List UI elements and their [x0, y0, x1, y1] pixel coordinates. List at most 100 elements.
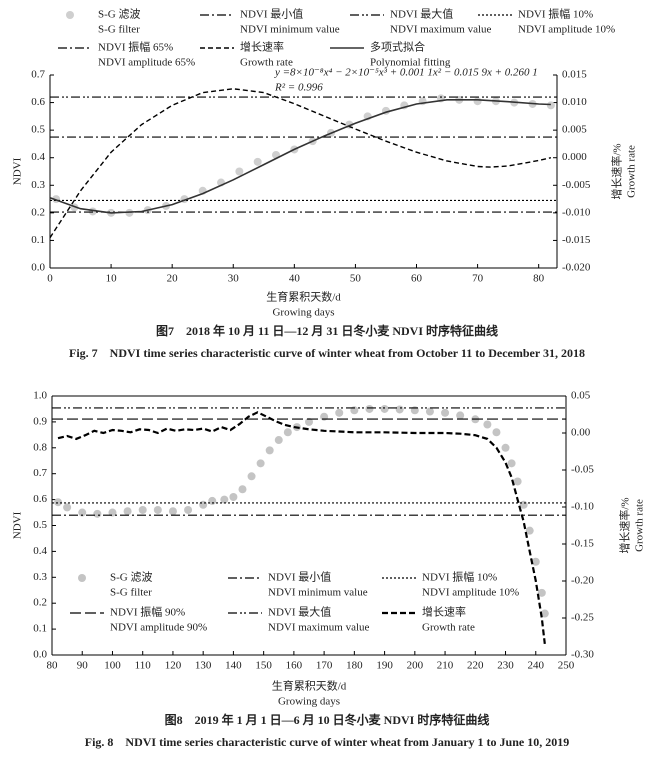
- sg-point: [138, 505, 147, 514]
- y2-tick-label: -0.010: [562, 206, 591, 218]
- legend-label: NDVI 振幅 10%: [518, 7, 593, 21]
- x-tick-label: 110: [135, 660, 152, 672]
- sg-point: [441, 408, 450, 417]
- series-line: [49, 99, 551, 214]
- legend-swatch: [78, 574, 86, 582]
- sg-point: [93, 509, 102, 518]
- y-tick-label: 0.2: [33, 597, 47, 609]
- x-tick-label: 250: [558, 660, 575, 672]
- sg-point: [208, 496, 217, 505]
- legend-swatch: [66, 11, 74, 19]
- y-tick-label: 0.0: [31, 262, 45, 274]
- legend-label-en: NDVI maximum value: [390, 24, 492, 36]
- y2-tick-label: -0.20: [571, 575, 594, 587]
- y2-tick-label: 0.000: [562, 151, 587, 163]
- x-tick-label: 200: [407, 660, 424, 672]
- y-tick-label: 0.3: [33, 571, 47, 583]
- sg-point: [168, 507, 177, 516]
- legend-label: NDVI 振幅 10%: [422, 570, 497, 584]
- y-tick-label: 0.6: [33, 493, 47, 505]
- legend-label: 增长速率: [422, 605, 466, 619]
- annotation: y =8×10⁻⁸x⁴ − 2×10⁻⁵x³ + 0.001 1x² − 0.0…: [274, 67, 538, 79]
- legend-label: 增长速率: [240, 40, 284, 54]
- legend-label-en: S-G filter: [110, 587, 152, 599]
- sg-point: [283, 428, 292, 437]
- sg-point: [483, 420, 492, 429]
- annotation: R² = 0.996: [274, 82, 323, 94]
- y-tick-label: 0.7: [33, 467, 47, 479]
- legend-label-en: S-G filter: [98, 24, 140, 36]
- sg-point: [335, 408, 344, 417]
- y2-tick-label: 0.015: [562, 69, 587, 81]
- sg-point: [54, 498, 63, 507]
- x-tick-label: 180: [346, 660, 363, 672]
- sg-point: [395, 405, 404, 414]
- y-tick-label: 0.2: [31, 206, 45, 218]
- legend-label-en: Polynomial fitting: [370, 57, 451, 69]
- sg-point: [153, 505, 162, 514]
- sg-point: [238, 485, 247, 494]
- y-tick-label: 0.1: [33, 623, 47, 635]
- sg-point: [123, 507, 132, 516]
- y-tick-label: 1.0: [33, 390, 47, 402]
- y2-axis-label-en: Growth rate: [626, 145, 638, 198]
- x-tick-label: 120: [165, 660, 182, 672]
- y-tick-label: 0.5: [33, 519, 47, 531]
- legend-label: NDVI 最小值: [268, 571, 331, 584]
- y-tick-label: 0.6: [31, 96, 45, 108]
- x-tick-label: 40: [289, 273, 301, 285]
- x-tick-label: 10: [106, 273, 118, 285]
- legend-label: NDVI 振幅 65%: [98, 40, 173, 54]
- legend-label-en: Growth rate: [422, 622, 475, 634]
- legend-label-en: NDVI amplitude 10%: [518, 24, 615, 36]
- sg-point: [247, 472, 256, 481]
- legend-label: 多项式拟合: [370, 40, 425, 54]
- y2-tick-label: -0.015: [562, 234, 591, 246]
- x-axis-label-en: Growing days: [278, 696, 340, 708]
- y-tick-label: 0.5: [31, 124, 45, 136]
- legend-label: NDVI 振幅 90%: [110, 605, 185, 619]
- y2-tick-label: 0.00: [571, 427, 591, 439]
- sg-point: [184, 505, 193, 514]
- caption: 图8 2019 年 1 月 1 日—6 月 10 日冬小麦 NDVI 时序特征曲…: [165, 712, 490, 727]
- legend-label-en: NDVI amplitude 65%: [98, 57, 195, 69]
- y-tick-label: 0.7: [31, 69, 45, 81]
- sg-point: [513, 477, 522, 486]
- sg-point: [531, 557, 540, 566]
- sg-point: [265, 446, 274, 455]
- y2-tick-label: -0.30: [571, 649, 594, 661]
- caption-en: Fig. 8 NDVI time series characteristic c…: [85, 735, 569, 749]
- x-tick-label: 20: [167, 273, 179, 285]
- y2-axis-label: 增长速率/%: [610, 143, 624, 199]
- y2-tick-label: 0.010: [562, 96, 587, 108]
- x-tick-label: 190: [376, 660, 393, 672]
- legend-label: NDVI 最大值: [268, 605, 331, 619]
- sg-point: [525, 526, 534, 535]
- y-tick-label: 0.1: [31, 234, 45, 246]
- y2-tick-label: -0.020: [562, 262, 591, 274]
- series-line: [49, 88, 552, 239]
- y-tick-label: 0.0: [33, 649, 47, 661]
- x-tick-label: 230: [497, 660, 514, 672]
- x-tick-label: 0: [47, 273, 53, 285]
- x-tick-label: 100: [104, 660, 121, 672]
- y2-tick-label: -0.10: [571, 501, 594, 513]
- sg-point: [380, 404, 389, 413]
- x-axis-label-en: Growing days: [272, 307, 334, 319]
- x-tick-label: 50: [350, 273, 362, 285]
- y2-tick-label: -0.05: [571, 464, 594, 476]
- legend-label: S-G 滤波: [98, 8, 140, 21]
- legend-label-en: NDVI minimum value: [240, 24, 340, 36]
- x-tick-label: 220: [467, 660, 484, 672]
- series-line: [57, 411, 546, 645]
- y-tick-label: 0.9: [33, 415, 47, 427]
- x-tick-label: 140: [225, 660, 242, 672]
- sg-point: [365, 404, 374, 413]
- legend-label-en: Growth rate: [240, 57, 293, 69]
- x-tick-label: 130: [195, 660, 212, 672]
- y2-axis-label-en: Growth rate: [634, 499, 646, 552]
- sg-point: [199, 500, 208, 509]
- y-tick-label: 0.3: [31, 179, 45, 191]
- legend-label: NDVI 最大值: [390, 7, 453, 21]
